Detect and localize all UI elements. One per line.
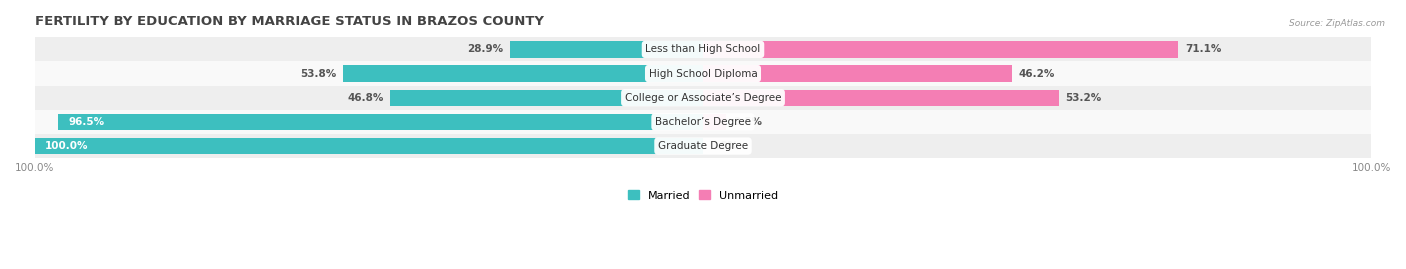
Bar — [703, 90, 1059, 106]
Bar — [703, 114, 727, 130]
Bar — [391, 90, 703, 106]
Bar — [703, 65, 1012, 82]
Bar — [58, 114, 703, 130]
Text: 53.2%: 53.2% — [1066, 93, 1101, 103]
Text: Graduate Degree: Graduate Degree — [658, 141, 748, 151]
Text: 100.0%: 100.0% — [45, 141, 89, 151]
Bar — [35, 134, 1371, 158]
Text: Less than High School: Less than High School — [645, 44, 761, 54]
Text: Bachelor’s Degree: Bachelor’s Degree — [655, 117, 751, 127]
Bar — [35, 86, 1371, 110]
Text: High School Diploma: High School Diploma — [648, 69, 758, 79]
Text: College or Associate’s Degree: College or Associate’s Degree — [624, 93, 782, 103]
Bar — [35, 110, 1371, 134]
Bar — [510, 41, 703, 58]
Text: 71.1%: 71.1% — [1185, 44, 1222, 54]
Bar — [35, 138, 703, 154]
Bar — [35, 37, 1371, 62]
Text: 46.8%: 46.8% — [347, 93, 384, 103]
Text: 28.9%: 28.9% — [467, 44, 503, 54]
Text: 3.5%: 3.5% — [733, 117, 762, 127]
Text: FERTILITY BY EDUCATION BY MARRIAGE STATUS IN BRAZOS COUNTY: FERTILITY BY EDUCATION BY MARRIAGE STATU… — [35, 15, 544, 28]
Bar — [343, 65, 703, 82]
Text: 96.5%: 96.5% — [67, 117, 104, 127]
Text: Source: ZipAtlas.com: Source: ZipAtlas.com — [1289, 19, 1385, 28]
Text: 53.8%: 53.8% — [301, 69, 337, 79]
Bar — [35, 62, 1371, 86]
Bar — [703, 41, 1178, 58]
Text: 46.2%: 46.2% — [1018, 69, 1054, 79]
Legend: Married, Unmarried: Married, Unmarried — [627, 190, 779, 201]
Text: 0.0%: 0.0% — [710, 141, 738, 151]
